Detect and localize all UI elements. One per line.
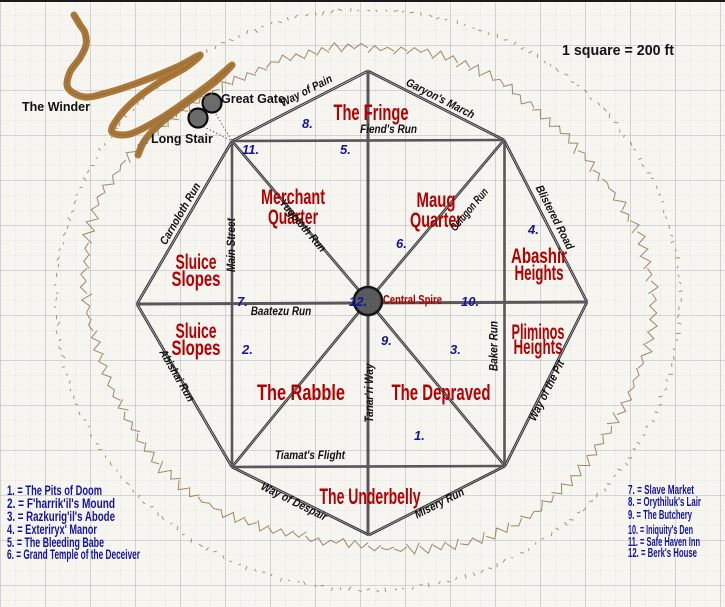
svg-text:12.: 12. [349,294,367,309]
svg-text:6. = Grand Temple of the Decei: 6. = Grand Temple of the Deceiver [7,547,140,562]
svg-text:Fiend's Run: Fiend's Run [360,124,417,136]
svg-text:Long Stair: Long Stair [151,132,213,146]
svg-text:2.: 2. [241,342,253,357]
svg-text:Central Spire: Central Spire [383,293,442,307]
svg-text:12. = Berk's House: 12. = Berk's House [628,546,697,560]
svg-text:3.: 3. [450,342,461,357]
svg-text:11.: 11. [242,142,259,157]
svg-text:Baker Run: Baker Run [489,321,501,371]
svg-text:8.: 8. [302,116,313,131]
svg-text:9. = The Butchery: 9. = The Butchery [628,508,692,522]
svg-text:The Fringe: The Fringe [334,100,409,125]
svg-text:Tanar'ri Way: Tanar'ri Way [364,363,376,423]
svg-text:Heights: Heights [515,262,564,285]
svg-text:6.: 6. [396,236,407,251]
svg-text:4.: 4. [527,222,539,237]
svg-text:1.: 1. [414,428,425,443]
svg-text:Slopes: Slopes [172,337,221,360]
svg-text:8. = Orythiluk's Lair: 8. = Orythiluk's Lair [628,495,701,509]
svg-text:The Underbelly: The Underbelly [320,484,421,509]
svg-text:Main Street: Main Street [226,217,238,272]
svg-text:7.: 7. [237,294,248,309]
svg-text:1 square = 200 ft: 1 square = 200 ft [562,42,674,59]
svg-text:Great Gate: Great Gate [221,92,285,106]
svg-text:Heights: Heights [514,336,563,359]
svg-text:The Winder: The Winder [22,100,90,114]
svg-text:The Rabble: The Rabble [257,380,345,405]
svg-text:Baatezu Run: Baatezu Run [251,306,312,318]
svg-text:Tiamat's Flight: Tiamat's Flight [275,450,346,462]
svg-text:The Depraved: The Depraved [392,380,491,405]
svg-text:Slopes: Slopes [172,268,221,291]
svg-text:10.: 10. [461,294,479,309]
svg-text:9.: 9. [381,333,392,348]
svg-text:5.: 5. [340,142,351,157]
